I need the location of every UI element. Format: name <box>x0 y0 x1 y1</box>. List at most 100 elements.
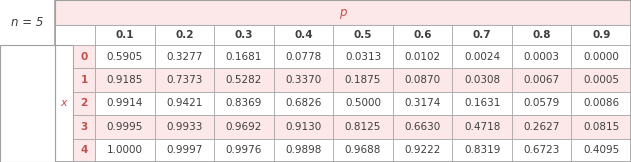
Bar <box>392 92 452 115</box>
Bar <box>572 139 631 162</box>
Bar <box>214 68 274 92</box>
Bar <box>274 92 333 115</box>
Text: 1.0000: 1.0000 <box>107 145 143 155</box>
Bar <box>95 68 155 92</box>
Text: 0.2627: 0.2627 <box>524 122 560 132</box>
Bar <box>155 115 214 139</box>
Bar <box>572 25 631 45</box>
Bar <box>95 139 155 162</box>
Text: 0: 0 <box>80 52 88 62</box>
Text: 0.0815: 0.0815 <box>583 122 620 132</box>
Bar <box>452 45 512 68</box>
Text: 0.8: 0.8 <box>533 30 551 40</box>
Bar <box>73 115 95 139</box>
Text: p: p <box>339 6 347 19</box>
Bar <box>333 45 392 68</box>
Bar <box>73 139 95 162</box>
Bar <box>155 25 214 45</box>
Bar <box>392 68 452 92</box>
Text: 0.5000: 0.5000 <box>345 98 381 109</box>
Text: 0.5282: 0.5282 <box>226 75 262 85</box>
Text: 0.9130: 0.9130 <box>285 122 322 132</box>
Text: 0.5: 0.5 <box>354 30 372 40</box>
Text: 1: 1 <box>80 75 88 85</box>
Text: 0.1875: 0.1875 <box>345 75 381 85</box>
Bar <box>333 139 392 162</box>
Text: 0.6723: 0.6723 <box>524 145 560 155</box>
Text: 4: 4 <box>80 145 88 155</box>
Bar <box>572 92 631 115</box>
Text: 0.0870: 0.0870 <box>404 75 440 85</box>
Bar <box>452 68 512 92</box>
Text: 0.8319: 0.8319 <box>464 145 500 155</box>
Bar <box>155 92 214 115</box>
Bar <box>512 92 572 115</box>
Text: 0.0102: 0.0102 <box>404 52 440 62</box>
Text: 0.0313: 0.0313 <box>345 52 381 62</box>
Bar <box>73 68 95 92</box>
Text: 0.9898: 0.9898 <box>285 145 322 155</box>
Text: 0.9914: 0.9914 <box>107 98 143 109</box>
Bar <box>392 25 452 45</box>
Bar <box>572 45 631 68</box>
Bar <box>572 115 631 139</box>
Bar <box>333 115 392 139</box>
Bar <box>333 92 392 115</box>
Text: 0.0024: 0.0024 <box>464 52 500 62</box>
Text: 0.9692: 0.9692 <box>226 122 262 132</box>
Text: 0.3277: 0.3277 <box>166 52 203 62</box>
Bar <box>155 139 214 162</box>
Bar <box>95 115 155 139</box>
Bar <box>274 25 333 45</box>
Text: 0.9933: 0.9933 <box>166 122 203 132</box>
Bar <box>95 92 155 115</box>
Text: 0.1681: 0.1681 <box>226 52 262 62</box>
Bar <box>55 25 95 45</box>
Text: 0.2: 0.2 <box>175 30 194 40</box>
Bar <box>452 115 512 139</box>
Bar <box>0 45 55 162</box>
Text: 0.9421: 0.9421 <box>166 98 203 109</box>
Text: 0.8369: 0.8369 <box>226 98 262 109</box>
Bar <box>333 25 392 45</box>
Bar <box>73 45 95 68</box>
Bar <box>155 68 214 92</box>
Text: 0.3: 0.3 <box>235 30 253 40</box>
Bar <box>452 92 512 115</box>
Bar <box>512 45 572 68</box>
Bar <box>95 45 155 68</box>
Text: 0.9222: 0.9222 <box>404 145 440 155</box>
Text: 0.1631: 0.1631 <box>464 98 500 109</box>
Text: 0.7: 0.7 <box>473 30 492 40</box>
Text: 0.9997: 0.9997 <box>166 145 203 155</box>
Text: 0.7373: 0.7373 <box>166 75 203 85</box>
Text: 0.5905: 0.5905 <box>107 52 143 62</box>
Text: 0.1: 0.1 <box>115 30 134 40</box>
Text: 0.4718: 0.4718 <box>464 122 500 132</box>
Text: 0.6826: 0.6826 <box>285 98 322 109</box>
Text: 0.0005: 0.0005 <box>583 75 619 85</box>
Text: 0.6: 0.6 <box>413 30 432 40</box>
Text: x: x <box>61 98 68 109</box>
Text: 0.4: 0.4 <box>294 30 313 40</box>
Text: 0.9995: 0.9995 <box>107 122 143 132</box>
Bar <box>0 0 55 45</box>
Bar <box>274 68 333 92</box>
Text: 0.9688: 0.9688 <box>345 145 381 155</box>
Bar <box>155 45 214 68</box>
Bar <box>274 115 333 139</box>
Bar <box>333 68 392 92</box>
Bar <box>55 0 631 25</box>
Text: 0.6630: 0.6630 <box>404 122 440 132</box>
Bar <box>214 45 274 68</box>
Text: 0.9185: 0.9185 <box>107 75 143 85</box>
Bar <box>214 115 274 139</box>
Bar <box>392 45 452 68</box>
Bar <box>214 25 274 45</box>
Text: n = 5: n = 5 <box>11 16 44 29</box>
Bar <box>55 45 73 162</box>
Text: 0.4095: 0.4095 <box>583 145 620 155</box>
Text: 0.8125: 0.8125 <box>345 122 381 132</box>
Bar <box>452 139 512 162</box>
Text: 0.0086: 0.0086 <box>583 98 619 109</box>
